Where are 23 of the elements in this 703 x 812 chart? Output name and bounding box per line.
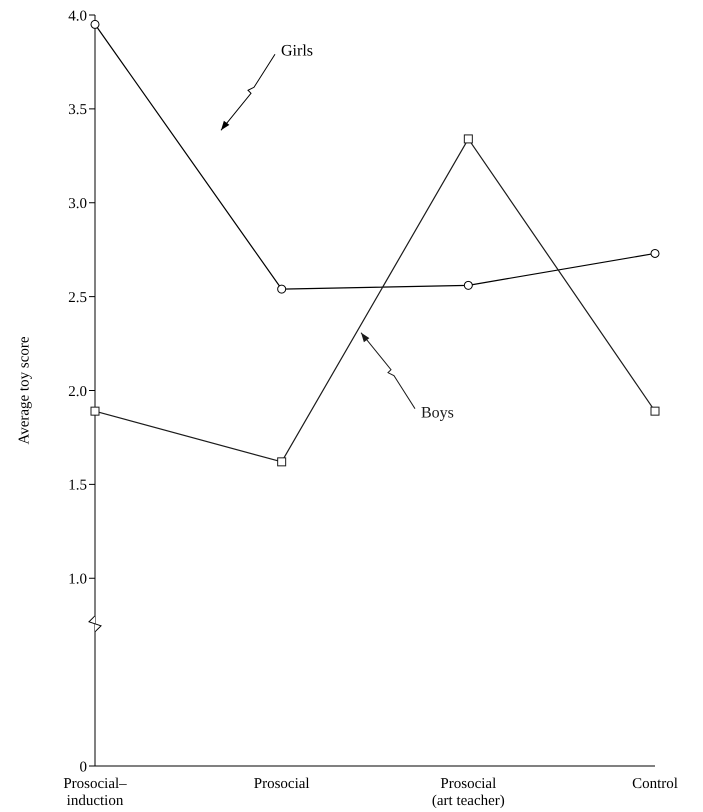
y-tick-label: 2.5 (68, 290, 87, 306)
y-tick-label: 4.0 (68, 8, 87, 24)
point (650, 406, 660, 416)
x-tick-label: Prosocial (254, 776, 310, 792)
point (90, 20, 100, 29)
point (464, 134, 473, 144)
x-tick-label: Prosocial– induction (63, 776, 128, 809)
text: Girls (281, 42, 313, 60)
y-tick-label: 3.5 (68, 102, 87, 118)
point (650, 248, 660, 258)
point (464, 280, 473, 290)
y-tick-label: 1.5 (68, 478, 87, 494)
point (90, 406, 100, 416)
y-axis-title: Average toy score (16, 336, 32, 445)
point (277, 457, 286, 466)
text: Boys (421, 404, 454, 422)
x-tick-label: Control (632, 776, 678, 792)
y-tick-label: 1.0 (68, 572, 87, 588)
point (277, 284, 286, 294)
x-tick-label: Prosocial (art teacher) (432, 776, 505, 809)
y-tick-label: 3.0 (68, 196, 87, 212)
y-tick-label: 2.0 (68, 384, 87, 400)
y-tick-label: 0 (80, 759, 87, 776)
